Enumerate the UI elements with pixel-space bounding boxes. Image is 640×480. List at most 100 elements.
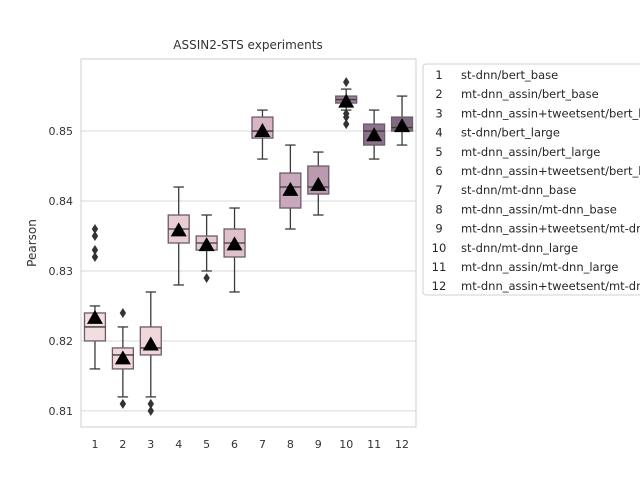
x-tick-label: 11 [367, 438, 381, 451]
legend-number: 6 [435, 164, 442, 178]
mean-marker [282, 181, 299, 196]
legend-label: st-dnn/bert_base [461, 68, 558, 82]
legend-item: 2 mt-dnn_assin/bert_base [435, 87, 598, 101]
legend-item: 3 mt-dnn_assin+tweetsent/bert_base [435, 106, 640, 120]
legend-number: 9 [435, 222, 442, 236]
x-tick-label: 12 [395, 438, 409, 451]
box-group [307, 151, 330, 216]
mean-marker [254, 123, 271, 138]
mean-marker [114, 350, 131, 365]
legend-item: 6 mt-dnn_assin+tweetsent/bert_large [435, 164, 640, 178]
y-tick-label: 0.85 [49, 125, 74, 138]
legend-number: 4 [435, 126, 442, 140]
legend-number: 5 [435, 145, 442, 159]
mean-marker [366, 127, 383, 142]
legend-label: mt-dnn_assin/bert_base [461, 87, 599, 101]
outlier-marker [91, 244, 99, 255]
chart-title: ASSIN2-STS experiments [173, 38, 322, 52]
mean-marker [226, 236, 243, 251]
y-tick-label: 0.82 [49, 335, 74, 348]
outlier-marker [343, 119, 350, 130]
mean-marker [142, 336, 159, 351]
legend: 1 st-dnn/bert_base 2 mt-dnn_assin/bert_base… [422, 63, 640, 296]
box-group [390, 95, 414, 146]
legend-label: mt-dnn_assin+tweetsent/bert_base [461, 106, 640, 120]
boxes-layer [83, 77, 414, 416]
legend-number: 7 [435, 183, 442, 197]
outlier-marker [147, 405, 154, 416]
legend-item: 12 mt-dnn_assin+tweetsent/mt-dnn_large [432, 279, 640, 293]
legend-item: 7 st-dnn/mt-dnn_base [435, 183, 576, 197]
legend-frame [422, 63, 640, 296]
box-group [83, 224, 107, 370]
y-tick-label: 0.84 [49, 195, 74, 208]
grid-lines [81, 130, 416, 412]
x-tick-label: 10 [339, 438, 353, 451]
legend-number: 12 [432, 279, 447, 293]
y-tick-label: 0.81 [49, 405, 74, 418]
box-group [139, 291, 162, 416]
x-tick-label: 4 [175, 438, 182, 451]
plot-frame [80, 58, 417, 428]
mean-marker [338, 93, 355, 108]
box-group [363, 109, 386, 160]
legend-label: mt-dnn_assin/bert_large [461, 145, 600, 159]
box-group [111, 307, 134, 409]
x-tick-label: 7 [259, 438, 266, 451]
mean-marker [310, 176, 327, 191]
mean-marker [198, 237, 215, 252]
x-tick-label: 9 [315, 438, 322, 451]
legend-label: mt-dnn_assin+tweetsent/mt-dnn_base [461, 222, 640, 236]
y-tick-labels: 0.81 0.82 0.83 0.84 0.85 [49, 125, 74, 418]
legend-number: 11 [432, 260, 447, 274]
mean-marker [170, 222, 187, 237]
legend-item: 1 st-dnn/bert_base [435, 68, 558, 82]
x-tick-label: 3 [147, 438, 154, 451]
legend-item: 8 mt-dnn_assin/mt-dnn_base [435, 202, 616, 216]
legend-item: 11 mt-dnn_assin/mt-dnn_large [432, 260, 619, 274]
legend-item: 10 st-dnn/mt-dnn_large [432, 241, 578, 255]
legend-number: 1 [435, 68, 442, 82]
legend-item: 9 mt-dnn_assin+tweetsent/mt-dnn_base [435, 222, 640, 236]
y-axis-title: Pearson [25, 219, 39, 267]
legend-label: st-dnn/mt-dnn_large [461, 241, 578, 255]
box-group [251, 109, 274, 160]
box-group [279, 144, 302, 230]
legend-label: st-dnn/bert_large [461, 126, 560, 140]
x-tick-label: 5 [203, 438, 210, 451]
box-group [195, 214, 218, 283]
legend-label: mt-dnn_assin+tweetsent/mt-dnn_large [461, 279, 640, 293]
outlier-marker [343, 108, 350, 119]
legend-number: 3 [435, 106, 442, 120]
outlier-marker [147, 398, 154, 409]
x-tick-label: 6 [231, 438, 238, 451]
box-group [335, 77, 358, 130]
mean-marker [86, 309, 103, 324]
legend-number: 2 [435, 87, 442, 101]
outlier-marker [343, 77, 350, 88]
legend-item: 4 st-dnn/bert_large [435, 126, 560, 140]
outlier-marker [91, 251, 99, 262]
legend-item: 5 mt-dnn_assin/bert_large [435, 145, 600, 159]
legend-label: st-dnn/mt-dnn_base [461, 183, 576, 197]
legend-label: mt-dnn_assin/mt-dnn_base [461, 202, 617, 216]
legend-label: mt-dnn_assin/mt-dnn_large [461, 260, 619, 274]
x-tick-label: 8 [287, 438, 294, 451]
legend-number: 8 [435, 202, 442, 216]
box-group [223, 207, 246, 293]
x-tick-label: 1 [91, 438, 98, 451]
x-tick-label: 2 [119, 438, 126, 451]
outlier-marker [91, 224, 99, 235]
outlier-marker [119, 307, 127, 318]
box-group [167, 186, 190, 286]
y-tick-label: 0.83 [49, 265, 74, 278]
legend-number: 10 [432, 241, 447, 255]
x-tick-labels: 1 2 3 4 5 6 7 8 9 10 11 12 [91, 438, 409, 451]
mean-marker [394, 118, 411, 133]
outlier-marker [119, 398, 127, 409]
outlier-marker [203, 272, 210, 283]
legend-label: mt-dnn_assin+tweetsent/bert_large [461, 164, 640, 178]
outlier-marker [91, 231, 99, 242]
